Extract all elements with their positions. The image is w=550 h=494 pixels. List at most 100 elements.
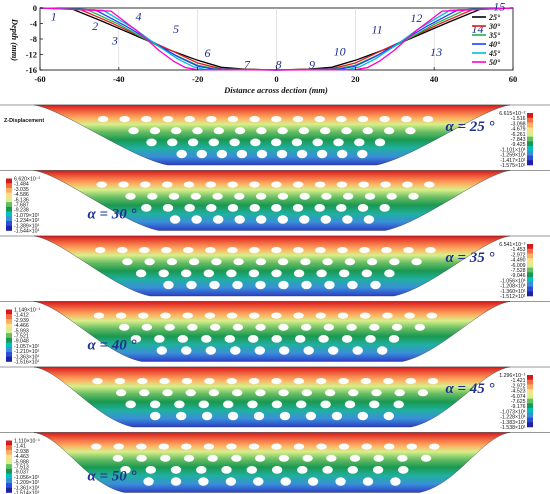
perforation-hole	[389, 258, 400, 266]
deformed-surface	[33, 235, 511, 297]
deformation-panel: 6.620×10⁻²-1.484-3.035-4.586-6.136-7.687…	[0, 170, 550, 235]
colorbar-tick-label: -1.360×10¹	[500, 289, 526, 295]
perforation-hole	[162, 389, 173, 397]
perforation-hole	[224, 335, 235, 343]
perforation-hole	[422, 116, 434, 123]
panel-angle-label: α = 50 °	[87, 469, 136, 485]
perforation-hole	[137, 378, 148, 385]
colorbar-tick-label: 1.149×10⁻¹	[14, 308, 41, 314]
colorbar-tick-label: -1.484	[14, 182, 29, 188]
perforation-hole	[183, 454, 195, 462]
perforation-hole	[95, 247, 106, 254]
perforation-hole	[320, 400, 331, 409]
perforation-hole	[398, 466, 409, 474]
perforation-hole	[143, 477, 154, 486]
perforation-hole	[277, 192, 289, 200]
perforation-hole	[278, 323, 289, 331]
colorbar-swatch	[527, 248, 533, 254]
perforation-hole	[403, 247, 414, 254]
colorbar-tick-label: -1.209×10¹	[14, 480, 40, 486]
perforation-hole	[277, 258, 289, 266]
colorbar-title: Z-Displacement	[4, 118, 44, 124]
colorbar-swatch	[6, 197, 12, 203]
perforation-hole	[192, 127, 203, 135]
perforation-hole	[322, 466, 333, 474]
perforation-holes	[95, 247, 436, 290]
colorbar-tick-label: -9.238	[14, 208, 29, 214]
perforation-hole	[271, 400, 283, 409]
colorbar-swatch	[6, 183, 12, 189]
y-tick-label: 0	[33, 3, 37, 13]
colorbar-swatch	[6, 337, 12, 343]
colorbar-swatch	[527, 155, 533, 161]
colorbar-tick-label: -4.523	[511, 389, 526, 395]
perforation-hole	[166, 258, 178, 266]
perforation-hole	[253, 411, 265, 421]
perforation-hole	[183, 247, 194, 254]
perforation-hole	[362, 127, 373, 135]
perforation-hole	[337, 312, 349, 319]
colorbar-tick-label: 1.296×10⁻¹	[499, 373, 526, 379]
colorbar-tick-label: -9.037	[14, 470, 29, 476]
perforation-hole	[253, 477, 264, 486]
perforation-hole	[373, 454, 384, 462]
perforation-hole	[181, 346, 192, 355]
perforation-hole	[168, 192, 180, 200]
colorbar-tick-label: -1.453	[511, 247, 526, 253]
colorbar-tick-label: -1.056×10¹	[14, 475, 40, 481]
point-label: 11	[371, 23, 382, 37]
perforation-hole	[300, 258, 311, 266]
perforation-hole	[210, 323, 221, 331]
perforation-hole	[249, 247, 260, 254]
perforation-hole	[296, 400, 307, 409]
perforation-hole	[362, 477, 374, 486]
colorbar-swatch	[6, 192, 12, 198]
perforation-hole	[360, 378, 372, 385]
perforation-hole	[357, 204, 369, 212]
perforation-hole	[320, 215, 331, 224]
perforation-hole	[347, 466, 358, 474]
colorbar-tick-label: -6.074	[511, 394, 526, 400]
perforation-hole	[337, 149, 348, 159]
perforation-holes	[96, 181, 435, 224]
perforation-hole	[408, 192, 419, 200]
perforation-hole	[379, 204, 390, 212]
perforation-hole	[128, 127, 139, 135]
colorbar-swatch	[6, 440, 12, 446]
x-axis-ticks: -60 -40 -20 0 20 40 60	[34, 67, 517, 84]
perforation-hole	[361, 443, 372, 450]
perforation-hole	[248, 378, 260, 385]
colorbar-tick-label: -1.057×10¹	[14, 344, 40, 350]
perforation-hole	[198, 477, 209, 486]
perforation-hole	[338, 443, 350, 450]
perforation-hole	[205, 247, 216, 254]
colorbar-tick-label: -1.544×10¹	[14, 229, 40, 235]
colorbar-tick-label: -7.843	[511, 137, 526, 143]
perforation-hole	[136, 454, 147, 462]
point-label: 8	[275, 58, 281, 72]
legend-label: 50°	[489, 58, 501, 67]
deformation-panel: 6.615×10⁻²-1.516-3.098-4.679-6.261-7.843…	[0, 104, 550, 169]
colorbar-swatch	[527, 253, 533, 259]
colorbar-swatch	[6, 309, 12, 315]
perforation-hole	[248, 269, 260, 278]
perforation-hole	[371, 389, 382, 397]
panel-angle-label: α = 30 °	[87, 207, 136, 223]
perforation-hole	[427, 378, 439, 385]
colorbar-swatch	[527, 408, 533, 414]
colorbar-swatch	[527, 291, 533, 297]
colorbar-swatch	[6, 449, 12, 455]
colorbar-tick-label: -4.679	[511, 127, 526, 133]
perforation-hole	[226, 443, 237, 450]
perforation-hole	[254, 346, 265, 355]
colorbar-swatch	[6, 487, 12, 493]
perforation-hole	[181, 269, 192, 278]
perforation-hole	[291, 138, 303, 147]
perforation-hole	[138, 312, 149, 319]
colorbar-swatch	[527, 403, 533, 409]
perforation-hole	[187, 138, 199, 147]
perforation-hole	[255, 192, 267, 200]
colorbar: 6.541×10⁻²-1.453-2.972-4.490-6.009-7.528…	[499, 242, 533, 300]
perforation-hole	[271, 247, 282, 254]
colorbar-swatch	[527, 422, 533, 428]
